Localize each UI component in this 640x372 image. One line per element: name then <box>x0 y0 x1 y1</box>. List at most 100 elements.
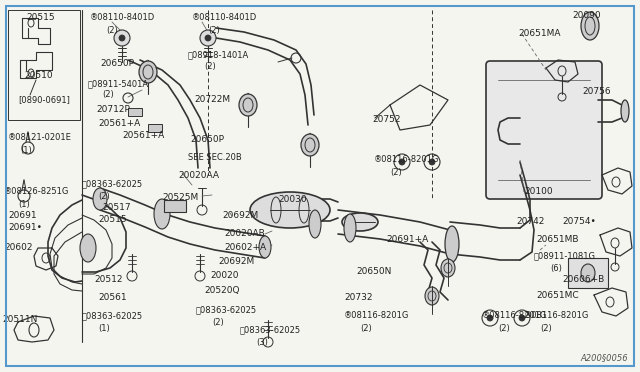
Text: (2): (2) <box>498 324 509 333</box>
Text: (6): (6) <box>550 263 562 273</box>
Text: ⓝ08918-1401A: ⓝ08918-1401A <box>188 51 249 60</box>
Ellipse shape <box>259 236 271 258</box>
Text: 20020AB: 20020AB <box>224 230 265 238</box>
Ellipse shape <box>581 12 599 40</box>
Text: 20756: 20756 <box>582 87 611 96</box>
Text: (2): (2) <box>540 324 552 333</box>
Circle shape <box>487 315 493 321</box>
Bar <box>8 10 80 120</box>
Ellipse shape <box>309 210 321 238</box>
Text: Ⓢ08363-62025: Ⓢ08363-62025 <box>240 326 301 334</box>
Text: (3): (3) <box>256 337 268 346</box>
Text: 20692M: 20692M <box>222 212 259 221</box>
Text: ®08116-8201G: ®08116-8201G <box>344 311 410 321</box>
Text: (2): (2) <box>212 317 224 327</box>
Text: ⓝ08911-1081G: ⓝ08911-1081G <box>534 251 596 260</box>
Text: (2): (2) <box>98 192 109 201</box>
Text: 20525M: 20525M <box>162 193 198 202</box>
Bar <box>164 200 186 212</box>
Text: ®08126-8251G: ®08126-8251G <box>4 187 69 196</box>
Text: (1): (1) <box>98 324 109 333</box>
Text: 20520Q: 20520Q <box>204 285 239 295</box>
Ellipse shape <box>154 199 170 229</box>
Text: 20517: 20517 <box>102 202 131 212</box>
Text: 20020AA: 20020AA <box>178 170 219 180</box>
Text: 20752: 20752 <box>372 115 401 125</box>
Text: 20742: 20742 <box>516 218 545 227</box>
Text: 20712P: 20712P <box>96 106 130 115</box>
Text: (2): (2) <box>208 26 220 35</box>
FancyBboxPatch shape <box>486 61 602 199</box>
Text: ®08116-8201G: ®08116-8201G <box>524 311 589 321</box>
Text: 20691: 20691 <box>8 211 36 219</box>
Circle shape <box>119 35 125 41</box>
Ellipse shape <box>239 94 257 116</box>
Text: 20754•: 20754• <box>562 218 596 227</box>
Circle shape <box>114 30 130 46</box>
Text: 20722M: 20722M <box>194 96 230 105</box>
Text: (2): (2) <box>360 324 372 333</box>
Text: Ⓢ08363-62025: Ⓢ08363-62025 <box>82 180 143 189</box>
Circle shape <box>429 159 435 165</box>
Circle shape <box>519 315 525 321</box>
Text: 20650P: 20650P <box>100 60 134 68</box>
Text: 20515: 20515 <box>98 215 127 224</box>
Text: 20651MB: 20651MB <box>536 235 579 244</box>
Text: 20511N: 20511N <box>2 315 37 324</box>
Ellipse shape <box>445 226 459 262</box>
Text: 20691+A: 20691+A <box>386 235 428 244</box>
Text: 20602: 20602 <box>4 244 33 253</box>
Text: 20561+A: 20561+A <box>98 119 140 128</box>
Ellipse shape <box>80 234 96 262</box>
Text: 20512: 20512 <box>94 276 122 285</box>
Text: 20650N: 20650N <box>356 267 392 276</box>
Text: SEE SEC.20B: SEE SEC.20B <box>188 154 242 163</box>
Text: 20602+A: 20602+A <box>224 244 266 253</box>
Text: Ⓢ08363-62025: Ⓢ08363-62025 <box>196 305 257 314</box>
Circle shape <box>205 35 211 41</box>
Text: Ⓢ08363-62025: Ⓢ08363-62025 <box>82 311 143 321</box>
Text: ®08121-0201E: ®08121-0201E <box>8 134 72 142</box>
Text: 20090: 20090 <box>572 12 600 20</box>
Text: ®08116-8201G: ®08116-8201G <box>482 311 547 321</box>
Ellipse shape <box>425 287 439 305</box>
Text: 20020: 20020 <box>210 272 239 280</box>
Text: 20732: 20732 <box>344 294 372 302</box>
Text: 20561+A: 20561+A <box>122 131 164 140</box>
Ellipse shape <box>441 259 455 277</box>
Text: A200§0056: A200§0056 <box>580 353 628 362</box>
Text: 20651MC: 20651MC <box>536 292 579 301</box>
Text: (1): (1) <box>18 199 29 208</box>
Text: ®08110-8401D: ®08110-8401D <box>90 13 156 22</box>
Text: 20606+B: 20606+B <box>562 276 604 285</box>
Text: (2): (2) <box>106 26 118 35</box>
Text: 20691•: 20691• <box>8 222 42 231</box>
Circle shape <box>200 30 216 46</box>
Bar <box>148 124 162 132</box>
Text: 20510: 20510 <box>24 71 52 80</box>
Text: (2): (2) <box>204 62 216 71</box>
Ellipse shape <box>342 213 378 231</box>
Bar <box>128 108 142 116</box>
Circle shape <box>399 159 405 165</box>
Text: (1): (1) <box>20 145 32 154</box>
Ellipse shape <box>93 188 107 210</box>
Text: [0890-0691]: [0890-0691] <box>18 96 70 105</box>
Text: 20030: 20030 <box>278 196 307 205</box>
Ellipse shape <box>581 264 595 282</box>
Bar <box>568 258 608 288</box>
Text: ®08116-8201G: ®08116-8201G <box>374 155 440 164</box>
Text: (2): (2) <box>390 167 402 176</box>
Text: 20100: 20100 <box>524 187 552 196</box>
Ellipse shape <box>621 100 629 122</box>
Ellipse shape <box>301 134 319 156</box>
Ellipse shape <box>344 214 356 242</box>
Text: ®08110-8401D: ®08110-8401D <box>192 13 257 22</box>
Text: 20650P: 20650P <box>190 135 224 144</box>
Ellipse shape <box>250 192 330 228</box>
Text: 20561: 20561 <box>98 294 127 302</box>
Text: 20692M: 20692M <box>218 257 254 266</box>
Text: 20651MA: 20651MA <box>518 29 561 38</box>
Ellipse shape <box>139 61 157 83</box>
Text: ⓝ08911-5401A: ⓝ08911-5401A <box>88 80 149 89</box>
